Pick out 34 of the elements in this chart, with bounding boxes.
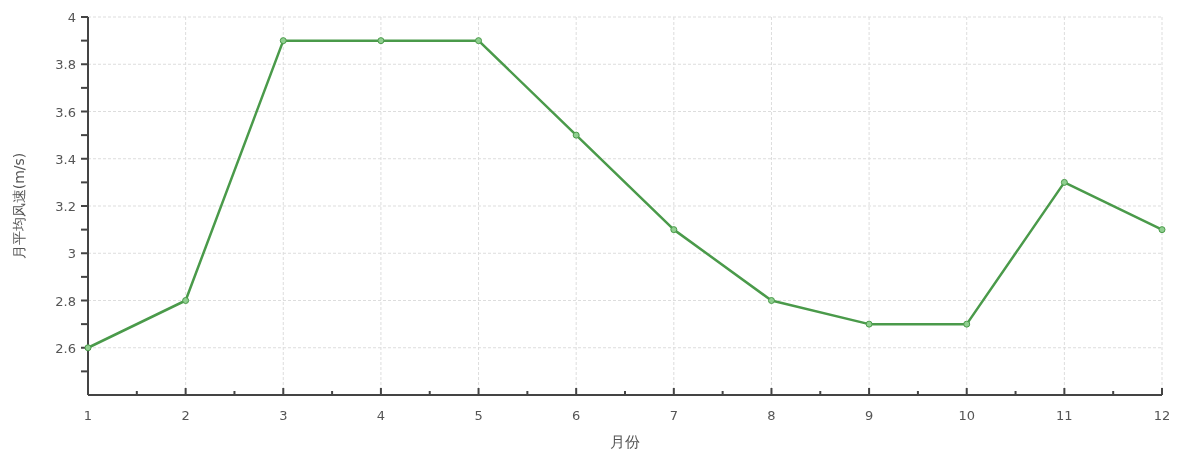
- point: [84, 344, 92, 352]
- y-axis-title: 月平均风速(m/s): [11, 152, 27, 260]
- point: [182, 297, 190, 304]
- point: [767, 297, 775, 304]
- y-tick-label: 4: [67, 10, 76, 25]
- x-tick-label: 11: [1056, 408, 1073, 423]
- y-tick-label: 2.6: [55, 340, 76, 356]
- x-tick-label: 4: [376, 408, 386, 423]
- y-tick-label: 3.4: [55, 151, 76, 167]
- x-tick-label: 5: [474, 408, 483, 423]
- x-tick-label: 8: [767, 408, 776, 423]
- point: [865, 320, 873, 328]
- x-tick-label: 6: [572, 408, 581, 423]
- point: [475, 37, 483, 45]
- x-tick-label: 12: [1153, 408, 1171, 423]
- point: [572, 131, 580, 139]
- point: [279, 37, 287, 45]
- y-tick-label: 3.8: [55, 57, 76, 73]
- point: [670, 226, 678, 234]
- x-axis-title: 月份: [610, 433, 640, 451]
- x-tick-label: 3: [279, 408, 288, 423]
- x-tick-label: 1: [83, 408, 93, 423]
- x-tick-label: 7: [669, 408, 678, 423]
- x-tick-label: 2: [181, 408, 190, 423]
- y-tick-label: 2.8: [55, 293, 76, 309]
- x-tick-label: 9: [864, 408, 874, 423]
- y-tick-label: 3.6: [55, 104, 76, 120]
- point: [1060, 178, 1068, 186]
- point: [963, 320, 971, 328]
- point: [1158, 226, 1166, 234]
- y-tick-label: 3.2: [55, 199, 76, 214]
- x-tick-label: 10: [958, 408, 975, 423]
- point: [377, 37, 385, 45]
- y-tick-label: 3: [67, 246, 76, 262]
